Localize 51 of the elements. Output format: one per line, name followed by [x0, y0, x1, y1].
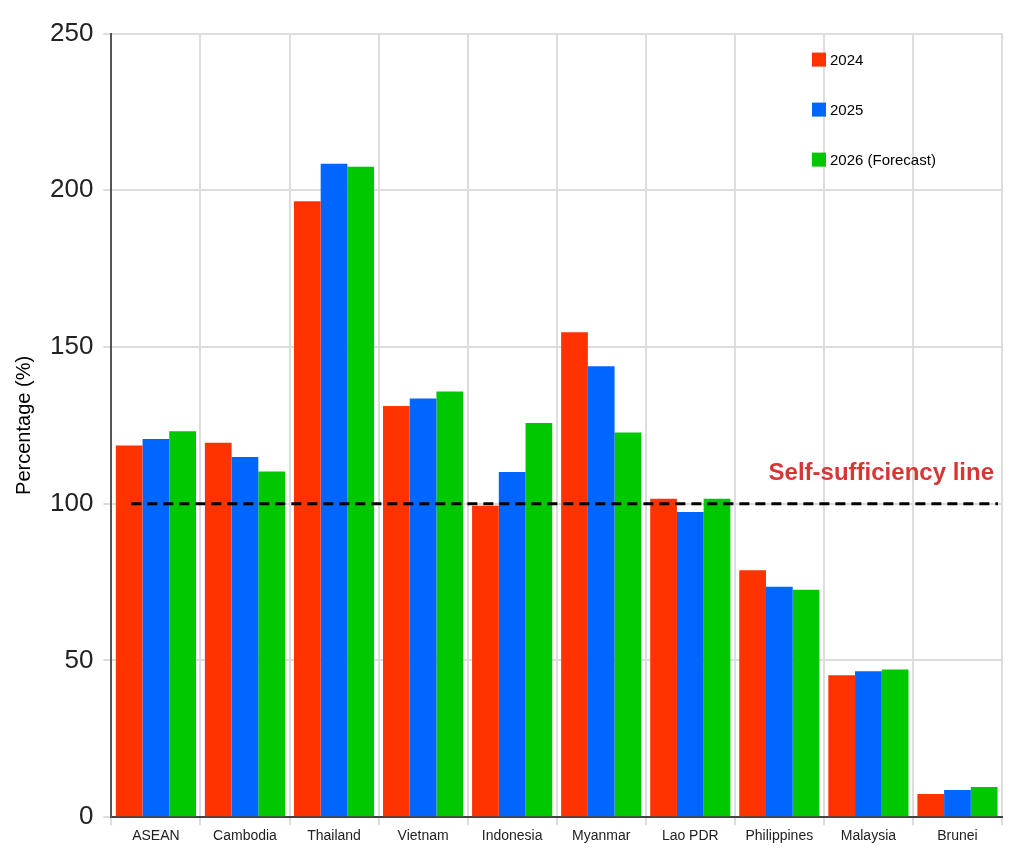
legend-label: 2026 (Forecast) [830, 150, 936, 168]
legend-label: 2025 [830, 100, 864, 118]
bar [944, 789, 971, 817]
bar [142, 438, 170, 817]
bar [614, 432, 642, 817]
x-tick-label: Lao PDR [661, 827, 719, 844]
x-tick-label: Vietnam [397, 827, 449, 844]
bar [204, 442, 232, 817]
bar [525, 422, 553, 817]
bar [703, 498, 731, 817]
x-tick-label: Myanmar [572, 827, 631, 844]
x-tick-label: Cambodia [213, 827, 278, 844]
y-tick-label: 0 [78, 800, 94, 831]
bar [792, 589, 820, 817]
y-tick-label: 50 [64, 643, 94, 674]
bar [383, 405, 410, 817]
bar [828, 675, 856, 817]
y-tick-label: 150 [49, 330, 94, 361]
bar [855, 671, 882, 817]
bar [115, 445, 143, 817]
x-tick-label: Philippines [745, 827, 814, 844]
bar [436, 391, 464, 817]
legend-label: 2024 [830, 50, 864, 68]
bar [739, 570, 766, 817]
x-tick-label: Malaysia [840, 827, 897, 844]
bar [765, 586, 793, 817]
bar [472, 505, 499, 817]
y-axis-title: Percentage (%) [11, 355, 34, 495]
bar [561, 332, 588, 817]
bar [917, 794, 945, 817]
bar [169, 431, 196, 817]
bar [258, 471, 286, 817]
x-tick-label: Brunei [937, 827, 978, 844]
bar [347, 166, 375, 817]
bar [970, 787, 998, 817]
y-tick-label: 250 [49, 16, 94, 47]
x-tick-label: Indonesia [481, 827, 543, 844]
bar [676, 511, 704, 817]
bar [409, 398, 437, 817]
bar [650, 498, 677, 817]
x-tick-label: ASEAN [132, 827, 180, 844]
bar [498, 472, 526, 817]
bar [231, 457, 259, 817]
bar [293, 201, 321, 817]
x-tick-label: Thailand [307, 827, 361, 844]
y-tick-label: 100 [49, 486, 94, 517]
bar [881, 669, 909, 817]
bar [320, 163, 348, 817]
bar [587, 366, 615, 817]
y-tick-label: 200 [49, 173, 94, 204]
ref-line-label: Self-sufficiency line [768, 458, 994, 486]
